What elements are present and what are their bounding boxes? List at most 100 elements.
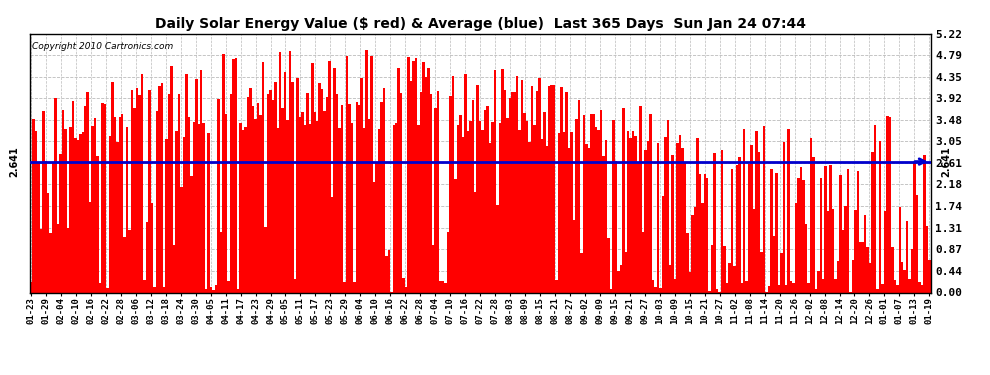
Bar xyxy=(59,154,61,292)
Bar xyxy=(146,222,148,292)
Bar xyxy=(160,83,163,292)
Bar xyxy=(116,142,119,292)
Bar xyxy=(380,102,383,292)
Bar xyxy=(545,146,548,292)
Bar xyxy=(805,224,807,292)
Bar xyxy=(881,284,884,292)
Bar xyxy=(271,100,274,292)
Bar xyxy=(304,125,306,292)
Bar xyxy=(570,132,572,292)
Bar xyxy=(575,118,577,292)
Bar xyxy=(461,136,464,292)
Bar xyxy=(514,93,516,292)
Bar xyxy=(795,203,797,292)
Bar xyxy=(131,90,134,292)
Bar xyxy=(785,285,787,292)
Bar xyxy=(153,288,155,292)
Bar xyxy=(150,203,153,292)
Bar xyxy=(109,136,111,292)
Bar xyxy=(615,162,617,292)
Bar xyxy=(800,167,802,292)
Bar xyxy=(279,52,281,292)
Bar xyxy=(84,106,86,292)
Bar xyxy=(686,233,689,292)
Bar xyxy=(365,50,368,292)
Bar xyxy=(476,84,479,292)
Bar xyxy=(846,170,849,292)
Bar xyxy=(651,280,654,292)
Bar xyxy=(859,242,861,292)
Bar xyxy=(89,202,91,292)
Bar xyxy=(230,94,232,292)
Bar xyxy=(217,99,220,292)
Bar xyxy=(165,139,168,292)
Bar xyxy=(422,62,425,292)
Bar xyxy=(210,287,212,292)
Bar xyxy=(225,114,227,292)
Bar xyxy=(553,84,555,292)
Bar xyxy=(894,280,896,292)
Bar xyxy=(617,272,620,292)
Bar xyxy=(504,90,506,292)
Bar xyxy=(792,283,795,292)
Bar xyxy=(200,70,203,292)
Bar xyxy=(587,148,590,292)
Bar xyxy=(714,153,716,292)
Bar xyxy=(410,81,412,292)
Bar xyxy=(724,246,726,292)
Bar xyxy=(155,111,158,292)
Bar xyxy=(709,291,711,292)
Bar xyxy=(664,137,666,292)
Bar xyxy=(506,118,509,292)
Bar xyxy=(550,85,553,292)
Bar xyxy=(904,270,906,292)
Bar xyxy=(681,148,684,292)
Bar xyxy=(407,57,410,292)
Bar xyxy=(736,165,739,292)
Bar xyxy=(163,286,165,292)
Bar xyxy=(339,128,341,292)
Bar xyxy=(456,125,459,292)
Bar xyxy=(286,120,289,292)
Bar xyxy=(632,131,635,292)
Text: 2.641: 2.641 xyxy=(9,146,19,177)
Bar xyxy=(509,98,511,292)
Bar xyxy=(901,262,904,292)
Bar xyxy=(469,121,471,292)
Bar xyxy=(711,245,714,292)
Bar xyxy=(240,123,242,292)
Bar xyxy=(637,163,640,292)
Bar xyxy=(499,123,501,292)
Bar xyxy=(69,127,71,292)
Bar xyxy=(600,110,602,292)
Bar xyxy=(378,129,380,292)
Bar xyxy=(175,130,178,292)
Bar xyxy=(254,119,256,292)
Bar xyxy=(405,287,407,292)
Bar xyxy=(350,123,353,292)
Title: Daily Solar Energy Value ($ red) & Average (blue)  Last 365 Days  Sun Jan 24 07:: Daily Solar Energy Value ($ red) & Avera… xyxy=(154,17,806,31)
Bar xyxy=(261,62,264,292)
Bar xyxy=(466,131,469,292)
Bar xyxy=(435,108,437,292)
Bar xyxy=(745,281,748,292)
Bar xyxy=(807,284,810,292)
Text: 2.641: 2.641 xyxy=(941,146,951,177)
Bar xyxy=(911,249,914,292)
Bar xyxy=(56,224,59,292)
Bar xyxy=(235,58,237,292)
Bar xyxy=(40,230,42,292)
Bar xyxy=(451,76,454,292)
Bar xyxy=(914,162,916,292)
Bar xyxy=(827,211,830,292)
Bar xyxy=(437,91,440,292)
Bar xyxy=(605,140,607,292)
Bar xyxy=(269,90,271,292)
Bar xyxy=(524,112,526,292)
Bar xyxy=(891,246,894,292)
Bar xyxy=(388,250,390,292)
Bar xyxy=(291,82,294,292)
Bar xyxy=(743,129,745,292)
Bar xyxy=(676,142,679,292)
Bar xyxy=(237,289,240,292)
